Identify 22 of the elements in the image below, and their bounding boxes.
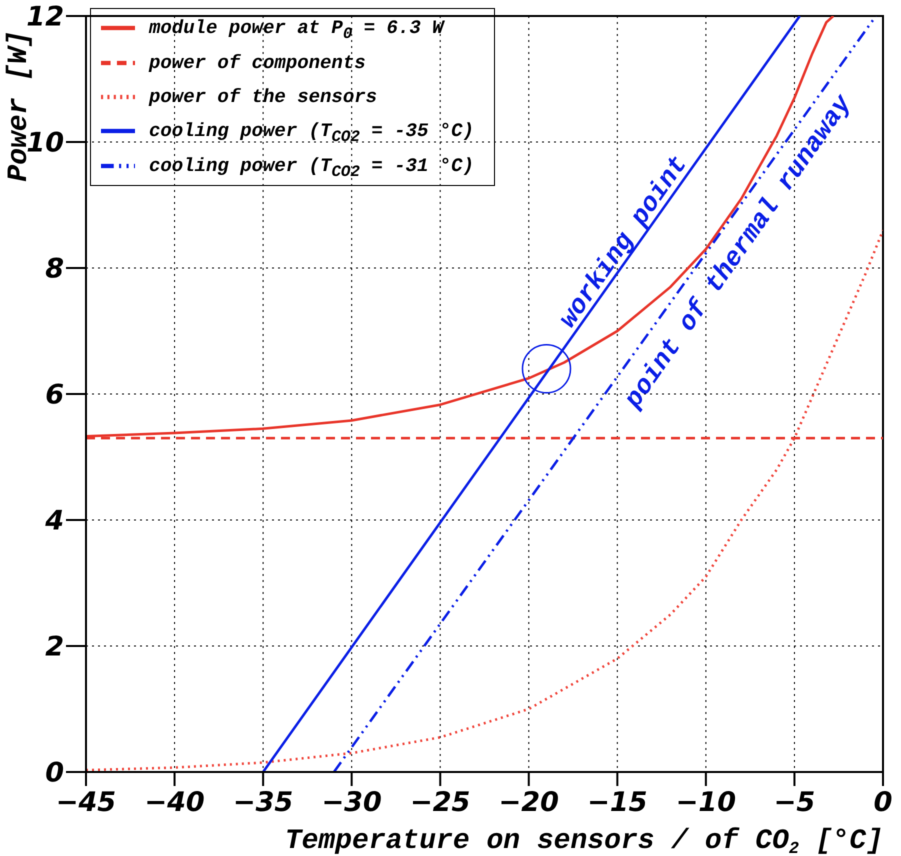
x-axis-title: Temperature on sensors / of CO$_{2}$ [°C] — [284, 826, 883, 856]
y-tick-label: 2 — [45, 632, 64, 663]
x-tick-label: −45 — [56, 787, 116, 818]
x-tick-label: −5 — [774, 787, 816, 818]
x-tick-label: 0 — [874, 787, 892, 818]
y-tick-label: 6 — [45, 380, 64, 411]
legend-label: module power at P$_{0}$ = 6.3 W — [149, 17, 444, 43]
y-tick-label: 4 — [44, 506, 64, 537]
x-tick-label: −10 — [676, 787, 736, 818]
x-tick-label: −30 — [322, 787, 382, 818]
legend-label: power of the sensors — [149, 86, 378, 108]
x-tick-label: −25 — [410, 787, 470, 818]
legend-label: power of components — [149, 52, 366, 74]
x-tick-label: −15 — [587, 787, 648, 818]
x-tick-label: −40 — [144, 787, 205, 818]
y-tick-label: 12 — [26, 2, 64, 33]
x-tick-label: −35 — [233, 787, 294, 818]
legend-label: cooling power (T$_{CO2}$ = -31 °C) — [149, 154, 474, 180]
y-tick-label: 0 — [45, 758, 64, 789]
legend-label: cooling power (T$_{CO2}$ = -35 °C) — [149, 120, 474, 146]
y-tick-label: 8 — [45, 254, 64, 285]
x-tick-label: −20 — [498, 787, 559, 818]
